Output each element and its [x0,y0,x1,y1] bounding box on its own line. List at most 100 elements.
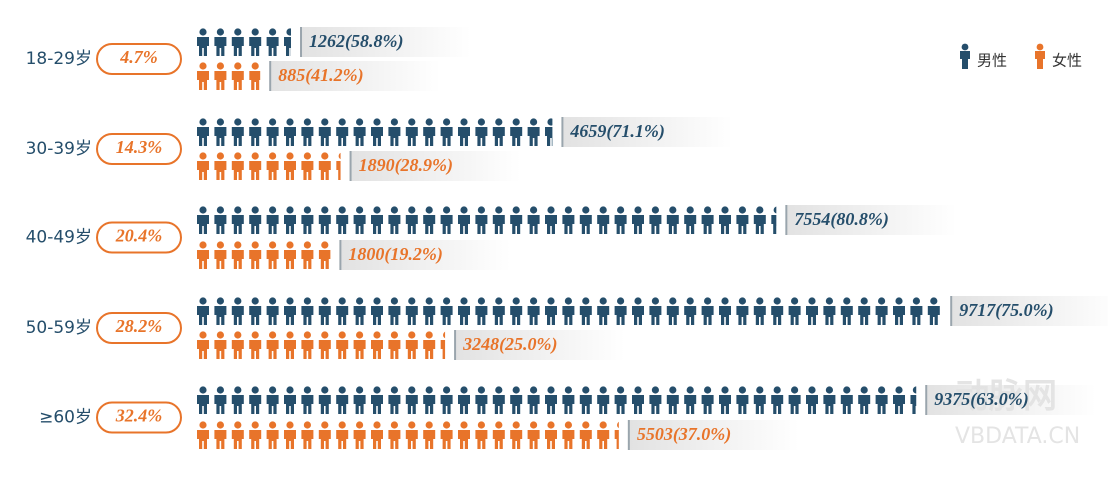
icon-head [443,421,451,429]
icon-body [353,127,366,146]
icon-body [318,306,331,325]
icon-head [321,118,329,126]
icon-body [1035,51,1045,69]
icon-body [527,395,540,414]
icon-head [425,386,433,394]
icon-body [266,250,279,269]
icon-head [408,386,416,394]
icon-head [808,297,816,305]
icon-head [390,118,398,126]
icon-head [651,386,660,394]
icon-body [249,37,262,56]
value-label: 3248(25.0%) [462,334,557,355]
icon-body [197,161,209,180]
icon-head [582,386,590,394]
icon-head [303,421,311,429]
icon-body [475,306,488,325]
icon-body [614,215,627,234]
icon-body [214,430,227,449]
icon-body [910,306,923,325]
icon-head [477,206,485,214]
icon-body [579,306,592,325]
category-label: 18-29岁 [26,49,92,69]
partial-icon [614,421,619,449]
icon-head [338,206,346,214]
icon-head [477,421,485,429]
icon-body [753,395,766,414]
icon-body [249,395,262,414]
icon-head [721,386,729,394]
icon-body [806,395,818,414]
icon-head [512,297,520,305]
share-label: 20.4% [115,226,163,246]
icon-body [666,395,679,414]
icon-head [912,386,917,394]
icon-head [530,421,538,429]
icon-body [545,430,557,449]
value-label: 1800(19.2%) [348,244,442,265]
icon-body [336,215,349,234]
icon-head [634,386,642,394]
icon-head [321,331,329,339]
icon-head [756,386,764,394]
icon-body [701,306,714,325]
icon-head [356,331,364,339]
icon-body [440,215,453,234]
icon-head [599,206,607,214]
icon-head [216,297,224,305]
icon-head [686,297,694,305]
icon-row [197,331,446,359]
icon-head [286,386,294,394]
icon-head [269,241,277,249]
icon-row [197,421,619,449]
icon-body [318,430,331,449]
icon-body [457,127,470,146]
icon-head [356,297,364,305]
icon-body [266,215,279,234]
share-pill [96,401,182,434]
icon-head [303,297,311,305]
value-label: 5503(37.0%) [637,424,731,445]
icon-body [336,161,341,180]
icon-head [756,297,764,305]
icon-head [878,386,886,394]
icon-head [408,118,416,126]
icon-head [269,421,277,429]
icon-body [370,430,383,449]
value-label: 9375(63.0%) [934,389,1028,410]
icon-head [286,331,294,339]
icon-body [510,395,523,414]
icon-body [353,430,366,449]
icon-head [234,386,242,394]
icon-head [199,152,207,160]
icon-head [495,118,503,126]
icon-body [388,215,401,234]
icon-body [283,430,296,449]
icon-body [231,161,244,180]
icon-head [651,297,660,305]
icon-head [286,241,294,249]
icon-body [719,395,731,414]
icon-head [582,421,590,429]
icon-body [249,306,262,325]
icon-body [649,306,662,325]
icon-body [457,306,470,325]
icon-head [199,421,207,429]
icon-body [684,395,697,414]
icon-body [318,215,331,234]
icon-head [912,297,921,305]
icon-body [353,395,366,414]
label-box [270,61,441,91]
share-label: 32.4% [115,406,163,426]
icon-head [843,297,851,305]
value-label: 9717(75.0%) [959,300,1053,321]
icon-body [283,127,296,146]
icon-body [858,395,871,414]
icon-head [564,421,573,429]
icon-head [303,206,311,214]
icon-body [753,215,766,234]
icon-head [216,28,224,36]
icon-body [614,430,619,449]
icon-head [234,62,242,70]
icon-body [649,395,662,414]
